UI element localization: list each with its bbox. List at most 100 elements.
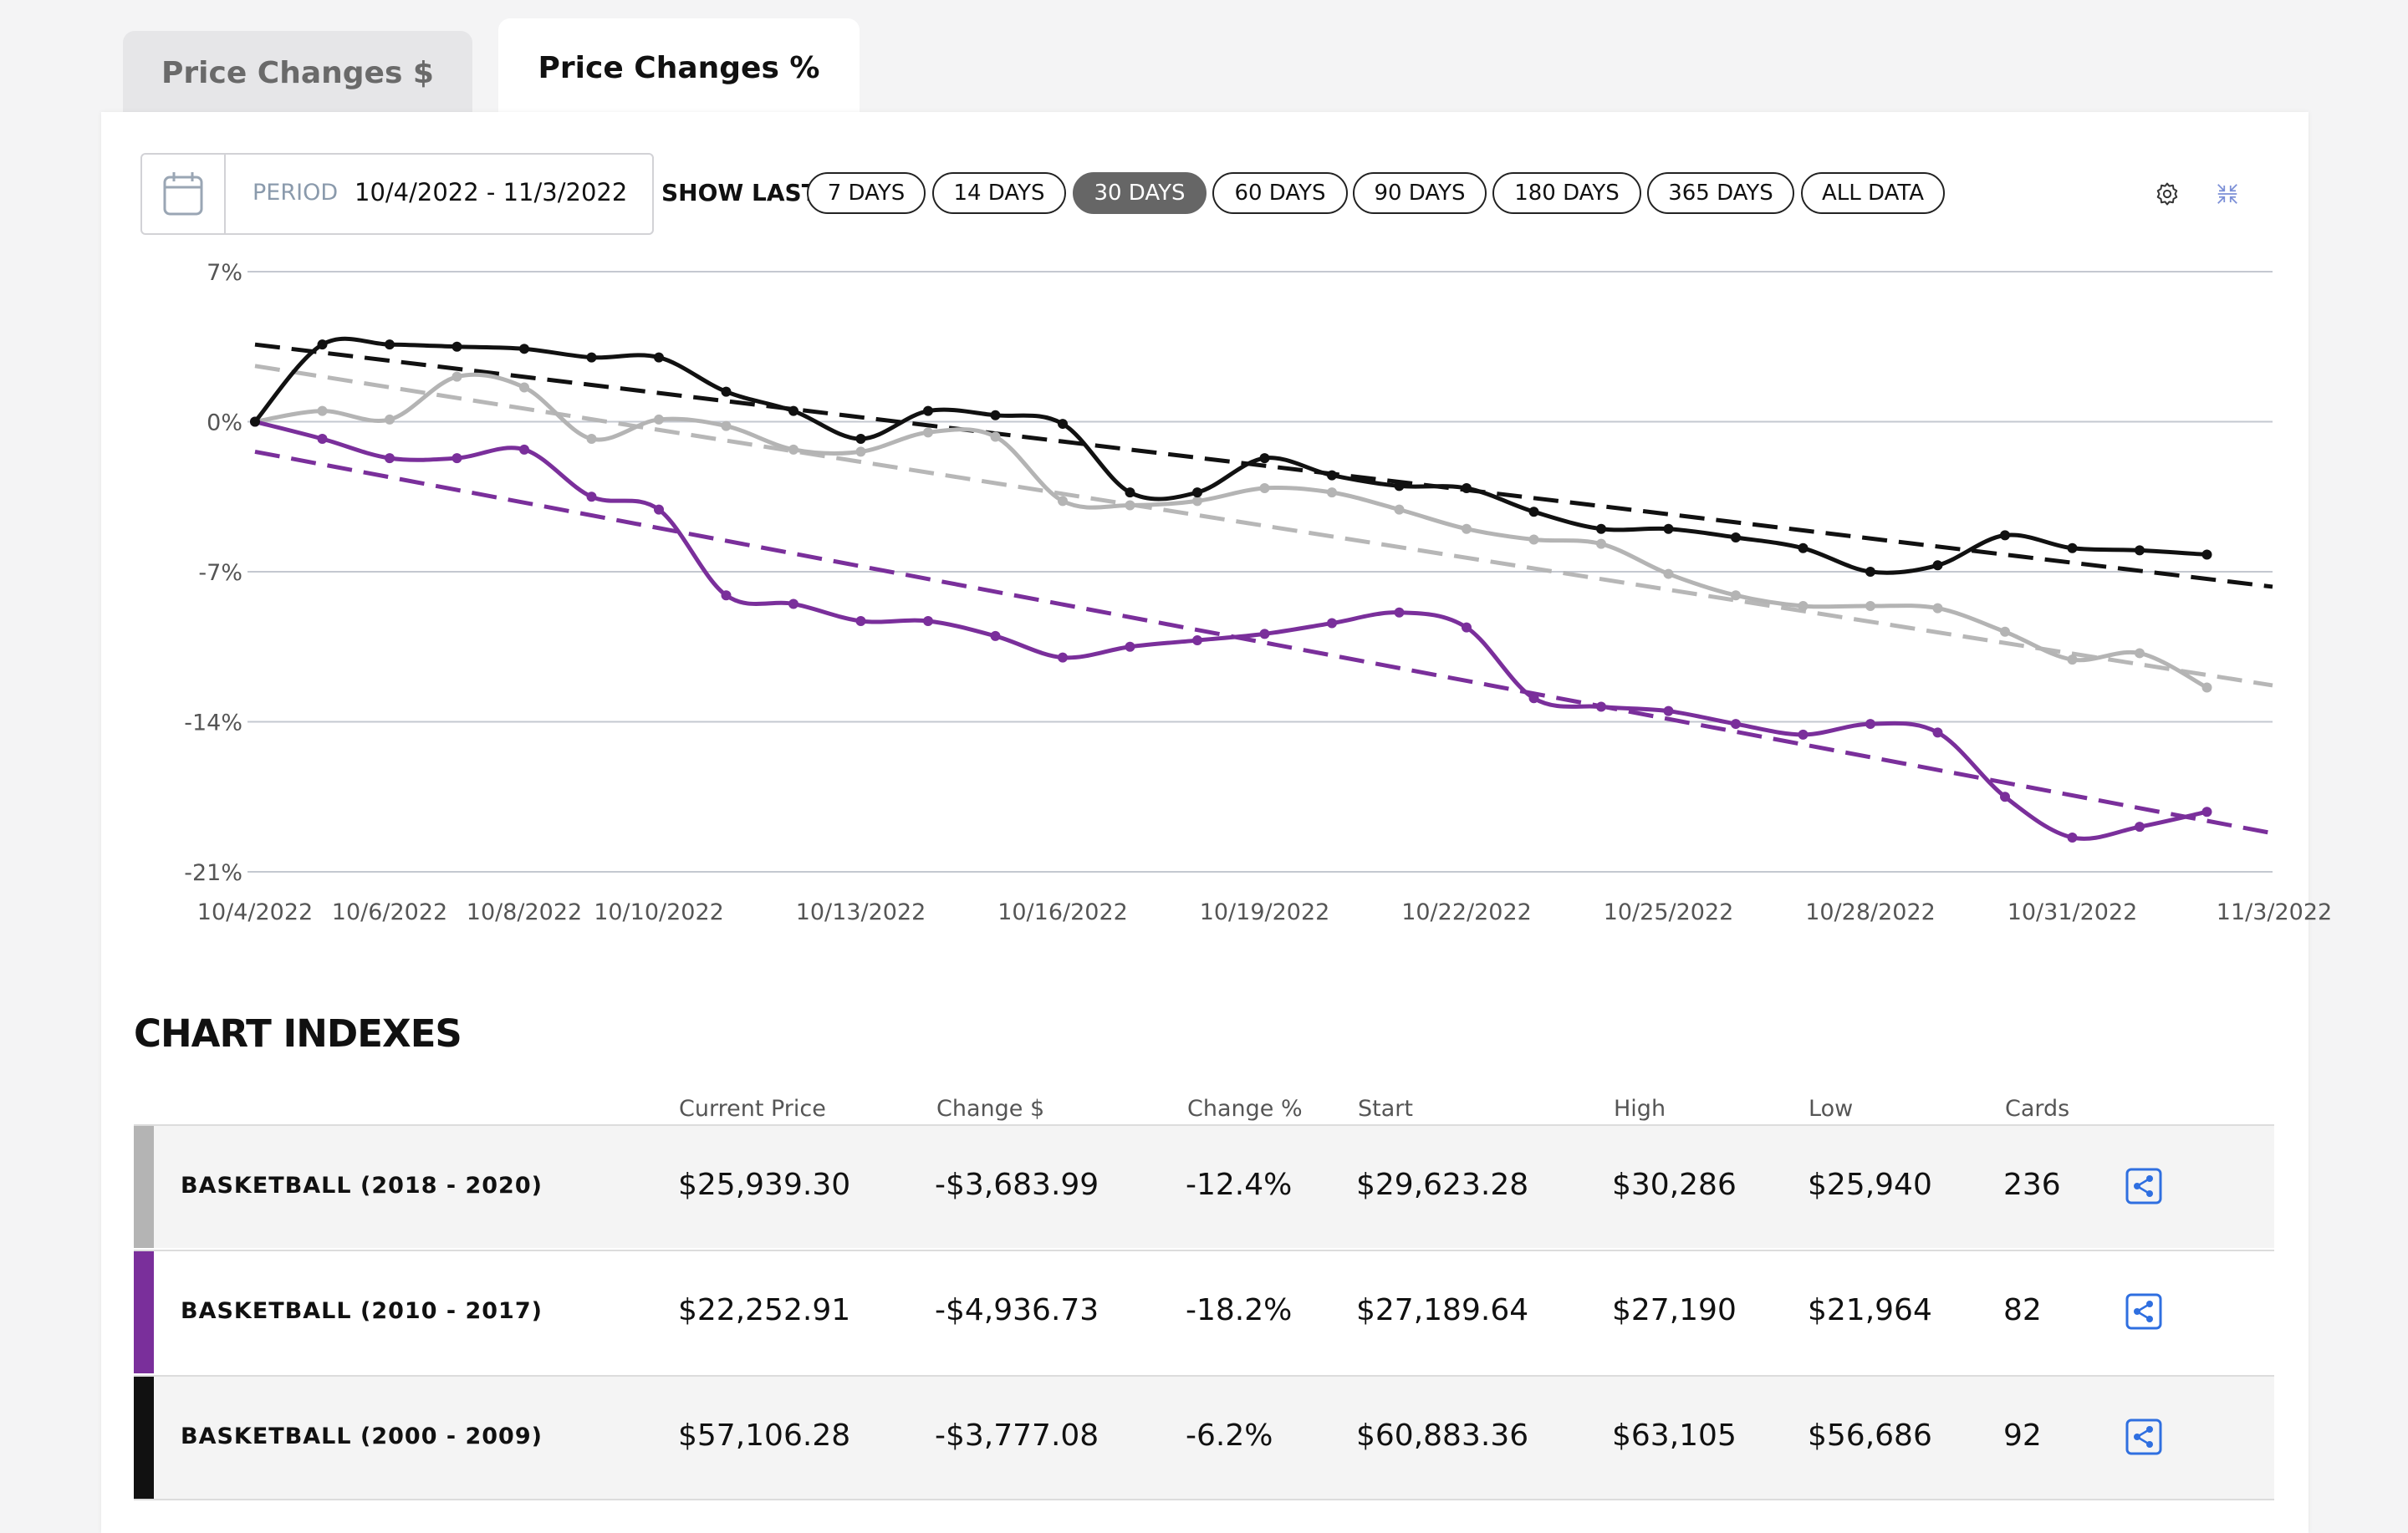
col-header-start: Start <box>1358 1096 1413 1122</box>
range-90-days[interactable]: 90 DAYS <box>1353 172 1487 214</box>
data-point <box>721 386 732 397</box>
share-icon[interactable] <box>2125 1168 2162 1204</box>
data-point <box>1865 719 1875 730</box>
period-picker[interactable]: PERIOD 10/4/2022 - 11/3/2022 <box>140 153 654 235</box>
data-point <box>586 491 597 502</box>
data-point <box>1125 500 1135 511</box>
series-color-bar <box>134 1251 154 1373</box>
chart-gridlines <box>247 271 2273 873</box>
current-price: $57,106.28 <box>678 1418 851 1453</box>
low-price: $21,964 <box>1808 1293 1932 1327</box>
range-all-data[interactable]: ALL DATA <box>1801 172 1945 214</box>
x-tick-label: 10/10/2022 <box>594 899 724 925</box>
tab-price-changes-percent[interactable]: Price Changes % <box>498 18 860 117</box>
share-icon[interactable] <box>2125 1293 2162 1330</box>
range-60-days[interactable]: 60 DAYS <box>1212 172 1348 214</box>
series-line <box>253 336 2207 575</box>
data-point <box>1731 590 1741 601</box>
data-point <box>2135 822 2145 833</box>
start-price: $27,189.64 <box>1356 1293 1529 1327</box>
data-point <box>1125 641 1135 652</box>
current-price: $22,252.91 <box>678 1293 851 1327</box>
range-14-days[interactable]: 14 DAYS <box>932 172 1066 214</box>
range-30-days[interactable]: 30 DAYS <box>1073 172 1207 214</box>
x-tick-label: 10/22/2022 <box>1401 899 1532 925</box>
y-tick-label: 0% <box>207 410 242 436</box>
data-point <box>1462 523 1472 534</box>
data-point <box>1259 629 1270 639</box>
data-point <box>1192 487 1202 498</box>
data-point <box>923 615 933 626</box>
data-point <box>2135 545 2145 556</box>
period-value[interactable]: 10/4/2022 - 11/3/2022 <box>355 178 628 206</box>
data-point <box>1327 618 1337 629</box>
index-name: BASKETBALL (2010 - 2017) <box>181 1298 543 1324</box>
col-header-cards: Cards <box>2005 1096 2070 1122</box>
data-point <box>1259 453 1270 464</box>
y-tick-label: 7% <box>207 260 242 286</box>
data-point <box>1192 635 1202 646</box>
high-price: $30,286 <box>1612 1168 1737 1202</box>
collapse-icon[interactable] <box>2211 177 2244 211</box>
data-point <box>855 446 866 457</box>
data-point <box>1058 419 1068 430</box>
gear-icon[interactable] <box>2150 177 2184 211</box>
data-point <box>990 410 1001 420</box>
data-point <box>519 344 529 354</box>
data-point <box>1394 481 1405 491</box>
col-header-current-price: Current Price <box>679 1096 826 1122</box>
series-line <box>254 372 2208 690</box>
range-180-days[interactable]: 180 DAYS <box>1492 172 1641 214</box>
change-dollar: -$4,936.73 <box>935 1293 1099 1327</box>
data-point <box>1259 482 1270 493</box>
data-point <box>385 414 395 425</box>
range-7-days[interactable]: 7 DAYS <box>807 172 926 214</box>
data-point <box>1462 482 1472 493</box>
data-point <box>1125 487 1135 498</box>
data-point <box>317 339 328 350</box>
data-point <box>317 405 328 416</box>
change-percent: -6.2% <box>1186 1418 1273 1453</box>
data-point <box>788 598 798 609</box>
high-price: $27,190 <box>1612 1293 1737 1327</box>
data-point <box>1394 504 1405 515</box>
data-point <box>1528 534 1539 545</box>
data-point <box>2201 549 2212 560</box>
data-point <box>586 352 597 363</box>
index-name: BASKETBALL (2018 - 2020) <box>181 1173 543 1199</box>
table-row[interactable]: BASKETBALL (2000 - 2009) $57,106.28 -$3,… <box>134 1375 2274 1500</box>
x-tick-label: 10/31/2022 <box>2008 899 2138 925</box>
series-color-bar <box>134 1377 154 1499</box>
trendline <box>254 342 2273 589</box>
table-row[interactable]: BASKETBALL (2010 - 2017) $22,252.91 -$4,… <box>134 1250 2274 1373</box>
data-point <box>654 352 664 363</box>
y-tick-label: -21% <box>184 860 242 886</box>
data-point <box>452 453 462 464</box>
data-point <box>1528 507 1539 517</box>
col-header-high: High <box>1614 1096 1666 1122</box>
trendline <box>254 364 2273 688</box>
data-point <box>923 405 933 416</box>
data-point <box>452 341 462 352</box>
data-point <box>855 615 866 626</box>
col-header-change-percent: Change % <box>1187 1096 1303 1122</box>
period-label: PERIOD <box>253 180 339 206</box>
data-point <box>1932 727 1943 738</box>
data-point <box>1798 729 1809 740</box>
range-365-days[interactable]: 365 DAYS <box>1647 172 1794 214</box>
calendar-icon[interactable] <box>142 155 226 233</box>
change-dollar: -$3,777.08 <box>935 1418 1099 1453</box>
data-point <box>1528 693 1539 704</box>
change-percent: -12.4% <box>1186 1168 1293 1202</box>
share-icon[interactable] <box>2125 1418 2162 1455</box>
data-point <box>1663 568 1674 579</box>
data-point <box>2067 832 2078 843</box>
table-row[interactable]: BASKETBALL (2018 - 2020) $25,939.30 -$3,… <box>134 1124 2274 1248</box>
change-dollar: -$3,683.99 <box>935 1168 1099 1202</box>
data-point <box>2000 626 2010 637</box>
tab-price-changes-dollar[interactable]: Price Changes $ <box>123 31 472 115</box>
data-point <box>1327 470 1337 481</box>
data-point <box>1932 603 1943 614</box>
data-point <box>1731 719 1741 730</box>
x-tick-label: 10/13/2022 <box>796 899 926 925</box>
